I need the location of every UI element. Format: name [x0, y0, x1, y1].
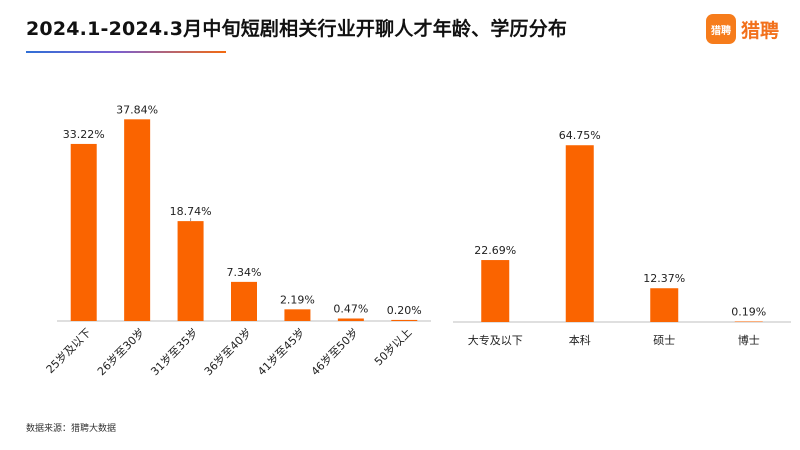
- edu-data-label-1: 64.75%: [559, 129, 601, 142]
- edu-tick-label-1: 本科: [569, 333, 591, 347]
- edu-tick-label-0: 大专及以下: [468, 333, 523, 347]
- age-tick-label-4: 41岁至45岁: [255, 325, 308, 378]
- age-bar-6: [391, 319, 418, 321]
- edu-data-label-0: 22.69%: [474, 244, 516, 257]
- edu-bar-2: [650, 288, 679, 322]
- age-data-label-5: 0.47%: [333, 302, 368, 315]
- age-data-label-2: 18.74%: [170, 205, 212, 218]
- liepin-logo: 猎聘 猎聘: [706, 14, 779, 44]
- logo-badge-icon: 猎聘: [706, 14, 736, 44]
- age-data-label-4: 2.19%: [280, 293, 315, 306]
- age-bar-4: [284, 309, 311, 321]
- edu-data-label-3: 0.19%: [731, 305, 766, 318]
- edu-bar-3: [734, 321, 763, 322]
- age-bar-5: [337, 318, 364, 321]
- age-tick-label-0: 25岁及以下: [43, 325, 94, 376]
- edu-bar-1: [565, 145, 594, 322]
- age-bar-1: [124, 119, 151, 321]
- age-bar-2: [177, 221, 204, 321]
- age-tick-label-1: 26岁至30岁: [94, 325, 147, 378]
- age-data-label-3: 7.34%: [227, 266, 262, 279]
- age-bar-3: [231, 281, 257, 321]
- age-tick-label-2: 31岁至35岁: [148, 325, 201, 378]
- logo-text: 猎聘: [741, 19, 780, 42]
- title-underline: [26, 51, 226, 53]
- age-data-label-0: 33.22%: [63, 128, 105, 141]
- data-source-note: 数据来源：猎聘大数据: [26, 424, 117, 434]
- edu-tick-label-3: 博士: [738, 334, 760, 347]
- age-tick-label-6: 50岁以上: [371, 325, 414, 368]
- age-bar-0: [70, 143, 97, 321]
- age-tick-label-3: 36岁至40岁: [201, 325, 254, 378]
- page-title: 2024.1-2024.3月中旬短剧相关行业开聊人才年龄、学历分布: [26, 18, 568, 40]
- edu-data-label-2: 12.37%: [643, 272, 685, 285]
- age-data-label-6: 0.20%: [387, 304, 422, 317]
- age-data-label-1: 37.84%: [116, 103, 158, 116]
- edu-tick-label-2: 硕士: [653, 334, 675, 347]
- edu-bar-0: [481, 260, 510, 322]
- age-tick-label-5: 46岁至50岁: [308, 325, 361, 378]
